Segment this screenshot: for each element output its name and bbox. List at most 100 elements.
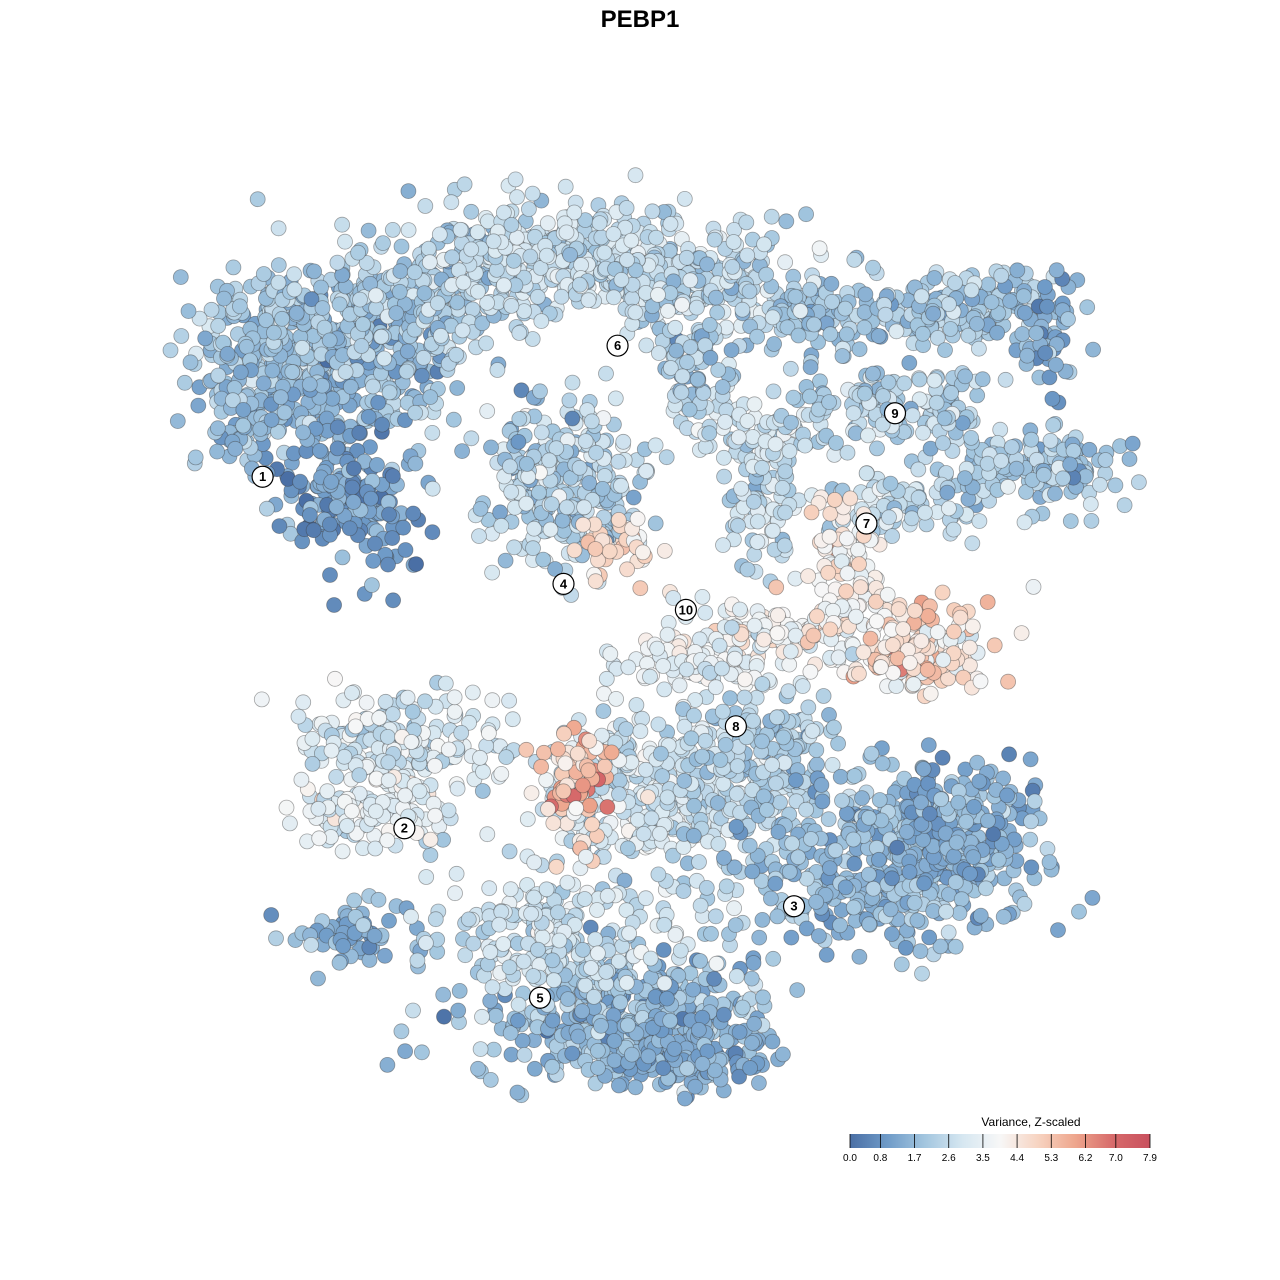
cell-point [301, 376, 318, 393]
cell-point [709, 795, 726, 811]
cell-point [538, 247, 555, 264]
cell-point [769, 908, 786, 925]
cell-point [914, 965, 930, 982]
cell-point [270, 220, 287, 237]
cell-point [501, 458, 518, 475]
cell-point [850, 542, 866, 558]
cell-point [749, 513, 766, 530]
cell-point [745, 493, 762, 510]
cell-point [630, 811, 646, 828]
cell-point [965, 849, 982, 865]
cell-point [398, 363, 415, 380]
cell-point [413, 367, 430, 384]
cell-point [722, 690, 738, 706]
cell-point [392, 263, 409, 280]
cell-point [598, 365, 614, 382]
cell-point [162, 342, 179, 359]
cell-point [797, 437, 813, 454]
cell-point [323, 473, 340, 490]
cell-point [858, 465, 875, 482]
cell-point [323, 742, 340, 759]
cell-point [583, 413, 600, 430]
cell-point [472, 500, 489, 517]
cell-point [480, 725, 497, 741]
cell-point [903, 510, 920, 527]
cell-point [591, 215, 608, 232]
cell-point [292, 473, 309, 490]
cell-point [888, 323, 905, 340]
cell-point [787, 288, 804, 305]
cell-point [640, 789, 656, 805]
cell-point [463, 203, 480, 220]
cell-point [293, 771, 310, 788]
cell-point [820, 811, 837, 828]
cell-point [935, 652, 952, 668]
cell-point [407, 404, 424, 421]
cell-point [898, 824, 915, 840]
cell-point [1035, 466, 1052, 483]
cell-point [510, 433, 527, 450]
cell-point [707, 679, 724, 696]
cell-point [268, 930, 284, 947]
cell-point [922, 685, 939, 702]
cell-point [997, 371, 1014, 388]
cell-point [798, 801, 814, 818]
cell-point [754, 459, 770, 476]
cell-point [751, 929, 768, 946]
cell-point [588, 444, 604, 461]
cell-point [940, 924, 957, 941]
cell-point [351, 767, 368, 783]
cell-point [596, 244, 613, 261]
cell-point [225, 259, 242, 276]
cell-point [794, 678, 811, 694]
cell-point [334, 843, 351, 860]
cell-point [777, 254, 793, 271]
cell-point [619, 251, 635, 268]
cell-point [768, 579, 785, 596]
cell-point [203, 301, 220, 318]
cell-point [945, 521, 962, 538]
cell-point [993, 452, 1009, 469]
cell-point [947, 874, 964, 891]
cell-point [598, 670, 615, 687]
cell-point [437, 675, 454, 692]
cell-point [715, 537, 731, 553]
cell-point [946, 623, 962, 640]
cell-point [642, 668, 658, 685]
cell-point [556, 725, 572, 742]
cell-point [504, 711, 521, 728]
cell-point [942, 321, 959, 337]
cell-point [901, 864, 918, 880]
cell-point [278, 799, 295, 816]
cell-point [999, 787, 1015, 804]
cell-point [173, 328, 190, 344]
cell-point [638, 463, 654, 480]
cell-point [909, 912, 926, 929]
cell-point [264, 362, 281, 379]
cell-points [162, 167, 1147, 1107]
cell-point [358, 694, 375, 711]
cell-point [767, 875, 784, 892]
cell-point [509, 189, 525, 206]
cell-point [607, 390, 624, 407]
cell-point [939, 484, 956, 501]
cell-point [781, 656, 798, 673]
cell-point [649, 640, 666, 657]
cell-point [714, 660, 730, 677]
cell-point [632, 580, 649, 597]
cell-point [295, 694, 312, 711]
cell-point [884, 926, 900, 942]
cell-point [912, 943, 929, 960]
cell-point [557, 178, 574, 195]
cell-point [717, 413, 733, 430]
cell-point [699, 256, 715, 273]
cell-point [209, 443, 226, 460]
cell-point [417, 693, 433, 710]
cell-point [595, 703, 612, 719]
cell-point [971, 773, 988, 790]
cell-point [946, 848, 962, 865]
cell-point [838, 583, 854, 600]
cell-point [650, 716, 667, 733]
cell-point [399, 343, 416, 360]
cell-point [518, 456, 535, 472]
